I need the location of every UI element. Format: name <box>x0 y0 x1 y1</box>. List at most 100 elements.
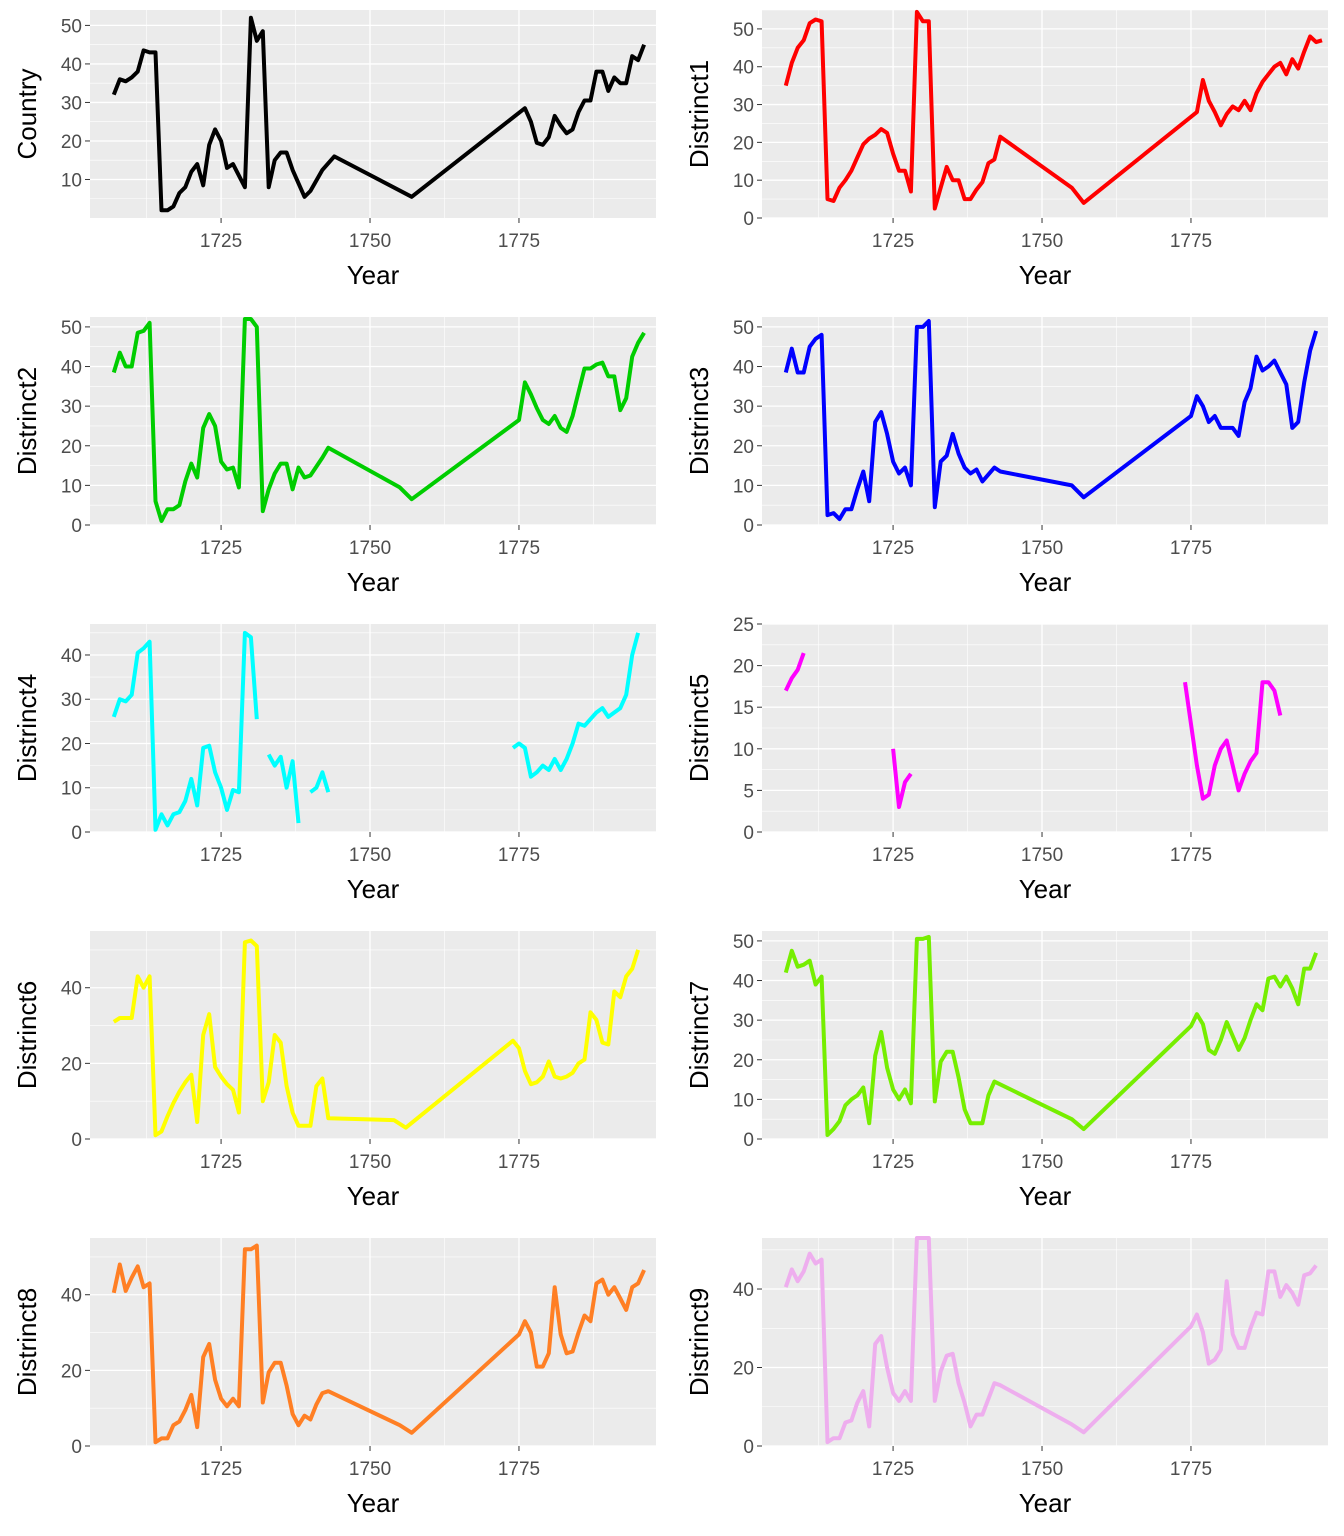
chart-panel-10: 0 20 40 1725 1750 1775 Year Distrinct9 <box>684 1236 1328 1518</box>
x-tick-label: 1725 <box>872 845 914 866</box>
y-tick-label: 30 <box>733 1011 754 1032</box>
y-tick-label: 50 <box>61 318 82 339</box>
x-tick-label: 1725 <box>872 231 914 252</box>
y-axis-title: Distrinct7 <box>684 981 714 1089</box>
y-tick-label: 20 <box>733 1051 754 1072</box>
y-tick-label: 25 <box>733 615 754 636</box>
series-line <box>783 9 1323 211</box>
x-tick-label: 1775 <box>1170 845 1212 866</box>
y-tick-label: 20 <box>61 437 82 458</box>
y-tick-label: 40 <box>61 358 82 379</box>
y-tick-label: 0 <box>743 516 754 537</box>
y-tick-label: 20 <box>733 437 754 458</box>
y-tick-label: 50 <box>733 20 754 41</box>
y-tick-label: 10 <box>61 476 82 497</box>
x-axis-title: Year <box>347 874 400 904</box>
y-tick-label: 0 <box>71 1130 82 1151</box>
x-tick-label: 1725 <box>200 845 242 866</box>
series-line <box>111 317 646 523</box>
chart-panel-9: 0 20 40 1725 1750 1775 Year Distrinct8 <box>12 1238 656 1518</box>
y-tick-label: 0 <box>71 1437 82 1458</box>
x-axis-title: Year <box>347 1181 400 1211</box>
x-tick-label: 1750 <box>349 845 391 866</box>
chart-panel-6: 0 5 10 15 20 25 1725 1750 1775 Year Distrinct5 <box>684 615 1328 904</box>
x-axis-title: Year <box>1019 260 1072 290</box>
y-tick-label: 30 <box>61 690 82 711</box>
y-tick-label: 0 <box>743 823 754 844</box>
x-axis-title: Year <box>1019 1488 1072 1518</box>
x-tick-label: 1775 <box>1170 538 1212 559</box>
y-tick-label: 0 <box>743 1437 754 1458</box>
y-axis-title: Distrinct6 <box>12 981 42 1089</box>
x-tick-label: 1775 <box>498 1152 540 1173</box>
x-tick-label: 1775 <box>1170 1459 1212 1480</box>
series-line <box>1183 680 1283 801</box>
y-tick-label: 40 <box>733 972 754 993</box>
x-tick-label: 1750 <box>1021 1152 1063 1173</box>
x-tick-label: 1725 <box>200 1152 242 1173</box>
y-axis-title: Distrinct1 <box>684 60 714 168</box>
y-tick-label: 10 <box>733 476 754 497</box>
y-tick-label: 10 <box>733 740 754 761</box>
x-tick-label: 1750 <box>349 538 391 559</box>
y-axis-title: Distrinct8 <box>12 1288 42 1396</box>
x-tick-label: 1750 <box>1021 538 1063 559</box>
series-line <box>511 632 641 779</box>
x-tick-label: 1750 <box>349 231 391 252</box>
y-axis-title: Distrinct9 <box>684 1288 714 1396</box>
x-tick-label: 1775 <box>498 538 540 559</box>
y-tick-label: 40 <box>61 646 82 667</box>
y-tick-label: 20 <box>733 1359 754 1380</box>
series-line <box>111 1243 646 1445</box>
x-tick-label: 1725 <box>200 231 242 252</box>
x-axis-title: Year <box>347 1488 400 1518</box>
y-tick-label: 0 <box>743 1130 754 1151</box>
series-line <box>309 770 331 794</box>
series-line <box>111 15 646 213</box>
chart-panel-4: 0 10 20 30 40 50 1725 1750 1775 Year Distrinct3 <box>684 317 1328 597</box>
x-tick-label: 1725 <box>200 538 242 559</box>
x-tick-label: 1750 <box>349 1459 391 1480</box>
y-axis-title: Distrinct3 <box>684 367 714 475</box>
y-tick-label: 40 <box>61 979 82 1000</box>
y-tick-label: 30 <box>61 397 82 418</box>
y-tick-label: 20 <box>61 1054 82 1075</box>
y-tick-label: 40 <box>733 1280 754 1301</box>
y-axis-title: Country <box>12 68 42 159</box>
x-tick-label: 1775 <box>498 845 540 866</box>
y-tick-label: 0 <box>71 516 82 537</box>
y-tick-label: 40 <box>61 55 82 76</box>
plot-background <box>90 1238 656 1446</box>
y-tick-label: 30 <box>733 397 754 418</box>
y-tick-label: 40 <box>733 358 754 379</box>
chart-panel-7: 0 20 40 1725 1750 1775 Year Distrinct6 <box>12 931 656 1211</box>
y-tick-label: 50 <box>733 932 754 953</box>
chart-panel-1: 10 20 30 40 50 1725 1750 1775 Year Country <box>12 10 656 290</box>
series-line <box>783 1236 1318 1445</box>
x-tick-label: 1725 <box>200 1459 242 1480</box>
chart-panel-5: 0 10 20 30 40 1725 1750 1775 Year Distrinct4 <box>12 624 656 904</box>
plot-background <box>762 1238 1328 1446</box>
y-tick-label: 50 <box>61 16 82 37</box>
x-tick-label: 1725 <box>872 1459 914 1480</box>
series-line <box>266 753 301 824</box>
plot-background <box>90 10 656 218</box>
x-tick-label: 1750 <box>1021 231 1063 252</box>
y-tick-label: 10 <box>733 171 754 192</box>
series-line <box>111 630 259 832</box>
x-axis-title: Year <box>1019 874 1072 904</box>
chart-panel-3: 0 10 20 30 40 50 1725 1750 1775 Year Distrinct2 <box>12 317 656 597</box>
y-axis-title: Distrinct2 <box>12 367 42 475</box>
x-axis-title: Year <box>347 567 400 597</box>
plot-background <box>90 931 656 1139</box>
chart-panel-2: 0 10 20 30 40 50 1725 1750 1775 Year Distrinct1 <box>684 9 1328 290</box>
series-line <box>783 319 1319 522</box>
y-tick-label: 40 <box>733 58 754 79</box>
x-tick-label: 1725 <box>872 538 914 559</box>
chart-panel-8: 0 10 20 30 40 50 1725 1750 1775 Year Distrinct7 <box>684 931 1328 1211</box>
y-tick-label: 50 <box>733 318 754 339</box>
x-tick-label: 1725 <box>872 1152 914 1173</box>
y-tick-label: 20 <box>61 734 82 755</box>
plot-background <box>762 10 1328 218</box>
